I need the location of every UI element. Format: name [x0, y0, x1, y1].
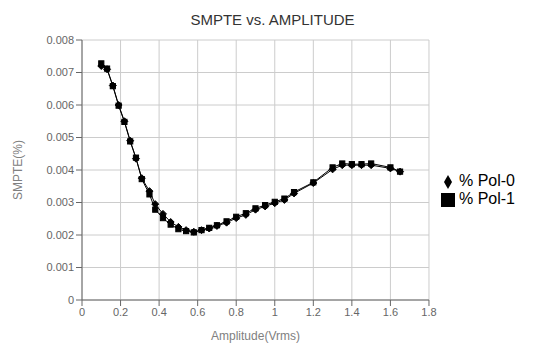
- svg-text:1.4: 1.4: [344, 306, 359, 318]
- svg-text:0.008: 0.008: [46, 34, 74, 46]
- svg-text:1: 1: [272, 306, 278, 318]
- svg-text:0.6: 0.6: [190, 306, 205, 318]
- svg-text:1.2: 1.2: [306, 306, 321, 318]
- svg-text:0: 0: [79, 306, 85, 318]
- svg-text:SMPTE(%): SMPTE(%): [11, 140, 25, 200]
- svg-text:0.006: 0.006: [46, 99, 74, 111]
- html-text:% Pol-1: % Pol-1: [459, 190, 515, 207]
- svg-text:0.002: 0.002: [46, 229, 74, 241]
- svg-text:0.8: 0.8: [229, 306, 244, 318]
- svg-text:0.007: 0.007: [46, 66, 74, 78]
- svg-text:0.004: 0.004: [46, 164, 74, 176]
- html-text:SMPTE vs. AMPLITUDE: SMPTE vs. AMPLITUDE: [190, 11, 355, 28]
- html-text:% Pol-0: % Pol-0: [459, 172, 515, 189]
- svg-text:1.6: 1.6: [383, 306, 398, 318]
- svg-text:0.001: 0.001: [46, 261, 74, 273]
- svg-text:Amplitude(Vrms): Amplitude(Vrms): [211, 329, 300, 343]
- svg-text:0.4: 0.4: [151, 306, 166, 318]
- svg-text:0.003: 0.003: [46, 196, 74, 208]
- svg-text:0.005: 0.005: [46, 131, 74, 143]
- svg-text:0: 0: [68, 294, 74, 306]
- svg-text:0.2: 0.2: [113, 306, 128, 318]
- svg-text:1.8: 1.8: [421, 306, 436, 318]
